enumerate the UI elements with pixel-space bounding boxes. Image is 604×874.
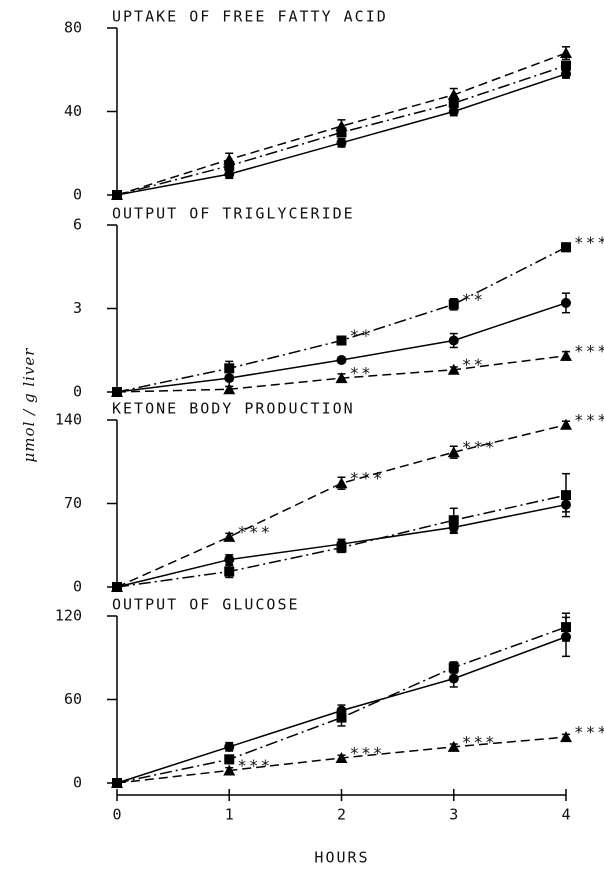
marker-square bbox=[448, 662, 459, 673]
marker-square bbox=[448, 299, 459, 310]
marker-circle bbox=[336, 137, 347, 148]
marker-triangle bbox=[111, 189, 123, 200]
marker-circle bbox=[224, 169, 235, 180]
series-line bbox=[116, 52, 567, 196]
marker-triangle bbox=[111, 777, 123, 788]
y-tick-label: 0 bbox=[73, 578, 82, 596]
significance-label: ** bbox=[462, 290, 485, 309]
y-tick-label: 70 bbox=[64, 494, 82, 512]
y-tick-label: 60 bbox=[64, 690, 82, 708]
series-line bbox=[116, 246, 567, 393]
significance-label: *** bbox=[237, 522, 272, 541]
marker-triangle bbox=[223, 530, 236, 542]
marker-triangle bbox=[335, 477, 348, 489]
marker-triangle bbox=[560, 349, 572, 361]
marker-circle bbox=[448, 335, 459, 346]
x-tick-label: 4 bbox=[561, 806, 570, 824]
marker-square bbox=[448, 98, 459, 109]
marker-triangle bbox=[335, 372, 348, 384]
y-tick-label: 0 bbox=[73, 383, 82, 401]
panel-title: OUTPUT OF GLUCOSE bbox=[112, 596, 300, 614]
y-tick-label: 40 bbox=[64, 102, 82, 120]
significance-label: *** bbox=[574, 341, 604, 360]
panel-title: KETONE BODY PRODUCTION bbox=[112, 400, 355, 418]
x-tick-label: 0 bbox=[112, 806, 121, 824]
y-tick-label: 3 bbox=[73, 299, 82, 317]
series-line bbox=[116, 626, 567, 784]
marker-triangle bbox=[560, 47, 572, 59]
marker-square bbox=[561, 490, 571, 501]
significance-label: ** bbox=[350, 364, 373, 383]
x-tick-label: 1 bbox=[225, 806, 234, 824]
marker-triangle bbox=[447, 363, 460, 375]
marker-triangle bbox=[335, 751, 348, 763]
y-tick-label: 6 bbox=[73, 216, 82, 234]
significance-label: *** bbox=[574, 410, 604, 429]
significance-label: *** bbox=[574, 723, 604, 742]
significance-label: ** bbox=[350, 326, 373, 345]
x-tick-label: 3 bbox=[449, 806, 458, 824]
marker-triangle bbox=[335, 120, 348, 132]
marker-triangle bbox=[560, 418, 572, 430]
marker-square bbox=[561, 242, 571, 253]
y-tick-label: 120 bbox=[55, 607, 82, 625]
marker-triangle bbox=[223, 383, 236, 395]
significance-label: *** bbox=[462, 732, 497, 751]
series-line bbox=[116, 424, 567, 588]
marker-circle bbox=[561, 297, 571, 308]
marker-triangle bbox=[111, 386, 123, 397]
marker-triangle bbox=[560, 731, 572, 743]
marker-square bbox=[224, 363, 235, 374]
marker-triangle bbox=[447, 88, 460, 100]
marker-square bbox=[224, 566, 235, 577]
marker-triangle bbox=[447, 740, 460, 752]
marker-circle bbox=[561, 68, 571, 79]
significance-label: *** bbox=[462, 438, 497, 457]
significance-label: *** bbox=[237, 756, 272, 775]
x-tick-label: 2 bbox=[337, 806, 346, 824]
marker-square bbox=[561, 60, 571, 71]
y-tick-label: 140 bbox=[55, 411, 82, 429]
significance-label: *** bbox=[350, 469, 385, 488]
marker-square bbox=[336, 335, 347, 346]
marker-triangle bbox=[111, 581, 123, 592]
marker-circle bbox=[336, 354, 347, 365]
series-line bbox=[116, 64, 567, 196]
y-tick-label: 80 bbox=[64, 19, 82, 37]
significance-label: ** bbox=[462, 355, 485, 374]
marker-triangle bbox=[223, 764, 236, 776]
marker-circle bbox=[448, 106, 459, 117]
marker-square bbox=[561, 622, 571, 633]
marker-square bbox=[336, 542, 347, 553]
x-axis-label: HOURS bbox=[314, 849, 369, 867]
y-tick-label: 0 bbox=[73, 774, 82, 792]
significance-label: *** bbox=[574, 233, 604, 252]
y-tick-label: 0 bbox=[73, 186, 82, 204]
marker-circle bbox=[224, 554, 235, 565]
marker-square bbox=[336, 712, 347, 723]
panel-title: OUTPUT OF TRIGLYCERIDE bbox=[112, 205, 355, 223]
marker-circle bbox=[448, 673, 459, 684]
panel-title: UPTAKE OF FREE FATTY ACID bbox=[112, 8, 388, 26]
marker-triangle bbox=[223, 153, 236, 165]
marker-circle bbox=[224, 741, 235, 752]
significance-label: *** bbox=[350, 743, 385, 762]
marker-square bbox=[224, 754, 235, 765]
marker-triangle bbox=[447, 446, 460, 458]
marker-square bbox=[448, 515, 459, 526]
y-axis-label: μmol / g liver bbox=[20, 348, 38, 463]
